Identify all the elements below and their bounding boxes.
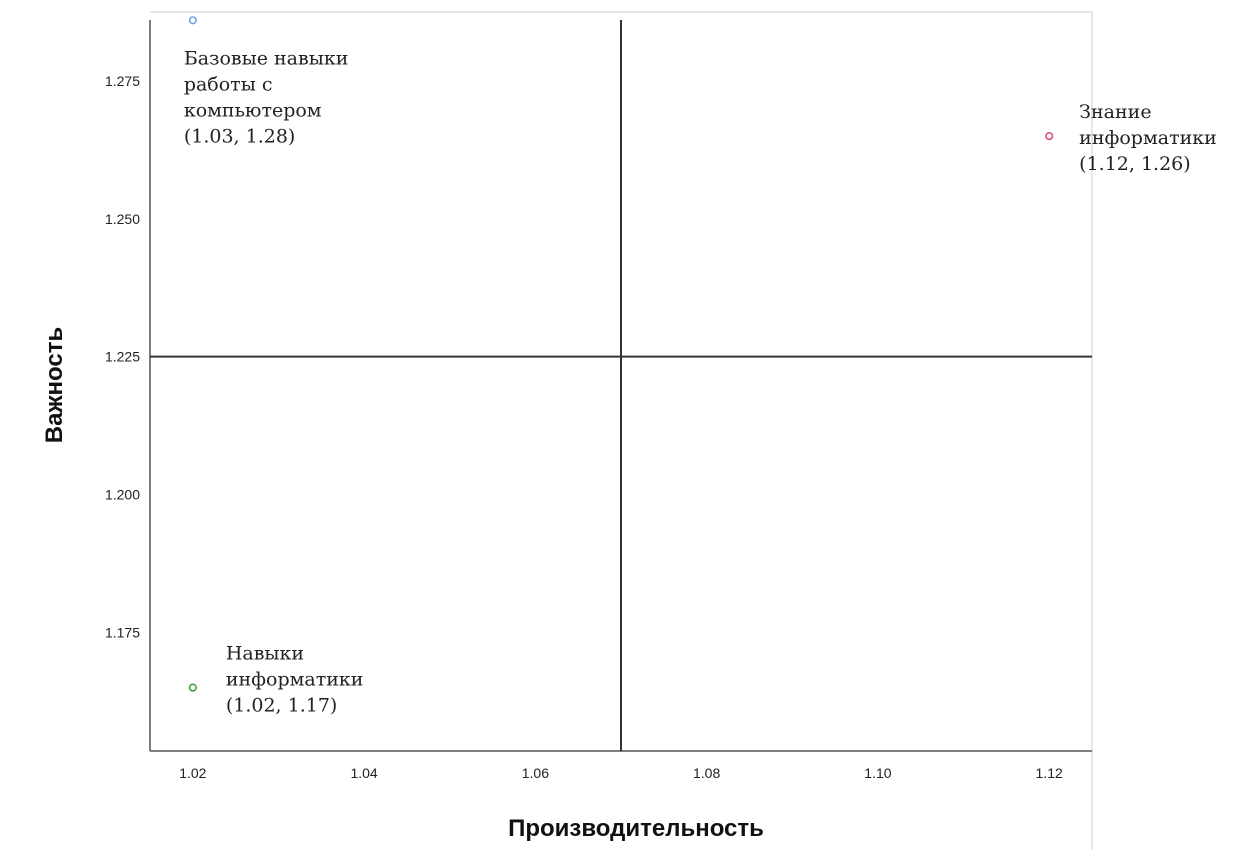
scatter-point <box>188 16 197 25</box>
data-label: Навыки информатики (1.02, 1.17) <box>226 643 364 717</box>
data-label: Базовые навыки работы с компьютером (1.03, … <box>184 47 349 147</box>
y-tick-label: 1.200 <box>105 487 140 503</box>
scatter-point <box>1045 132 1054 141</box>
x-tick-label: 1.06 <box>522 765 549 781</box>
x-tick-label: 1.04 <box>350 765 377 781</box>
x-tick-label: 1.02 <box>179 765 206 781</box>
data-points <box>188 16 1054 692</box>
y-tick-label: 1.250 <box>105 211 140 227</box>
x-tick-label: 1.08 <box>693 765 720 781</box>
y-ticks: 1.175 1.200 1.225 1.250 1.275 <box>105 73 140 640</box>
scatter-point <box>188 683 197 692</box>
x-tick-label: 1.10 <box>864 765 891 781</box>
x-axis-title: Производительность <box>508 815 764 842</box>
y-axis-title: Важность <box>41 327 68 443</box>
x-tick-label: 1.12 <box>1036 765 1063 781</box>
y-tick-label: 1.275 <box>105 73 140 89</box>
data-label: Знание информатики (1.12, 1.26) <box>1079 101 1217 175</box>
point-labels: Базовые навыки работы с компьютером (1.03, … <box>184 47 1217 716</box>
y-tick-label: 1.225 <box>105 349 140 365</box>
reference-lines <box>150 20 1092 751</box>
y-tick-label: 1.175 <box>105 624 140 640</box>
x-ticks: 1.02 1.04 1.06 1.08 1.10 1.12 <box>179 765 1063 781</box>
